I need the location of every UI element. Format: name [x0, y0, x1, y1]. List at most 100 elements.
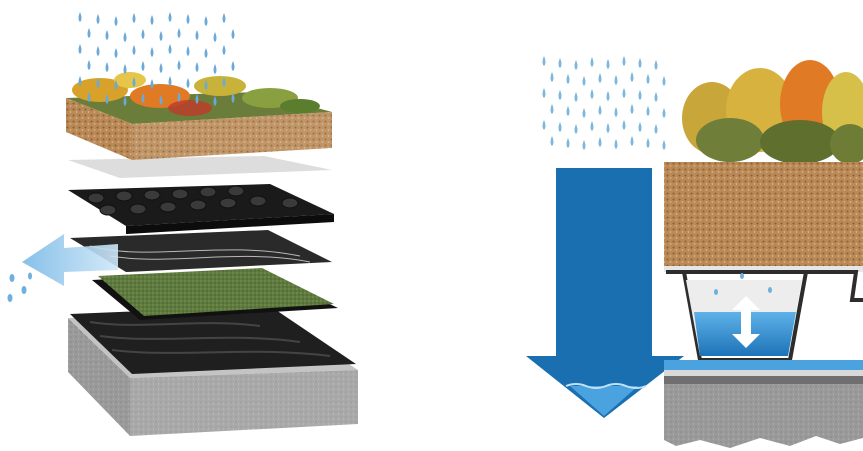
right-cross-section [526, 56, 863, 448]
raindrop [150, 47, 154, 57]
raindrop [159, 63, 163, 73]
raindrop [123, 96, 127, 106]
raindrop [654, 60, 658, 70]
raindrop [590, 89, 594, 99]
raindrop [204, 80, 208, 90]
raindrop [542, 88, 546, 98]
raindrop [646, 106, 650, 116]
raindrop [141, 29, 145, 39]
raindrop [168, 76, 172, 86]
raindrop [542, 120, 546, 130]
substrate [664, 162, 863, 272]
raindrop [646, 138, 650, 148]
raindrop [177, 28, 181, 38]
raindrop [231, 61, 235, 71]
double-arrow-vertical-icon [732, 296, 760, 348]
raindrop [630, 72, 634, 82]
raindrop [574, 92, 578, 102]
raindrop [204, 16, 208, 26]
raindrop [141, 61, 145, 71]
raindrop-icon [78, 12, 235, 106]
raindrop [590, 57, 594, 67]
raindrop [598, 137, 602, 147]
raindrop [582, 108, 586, 118]
raindrop [598, 105, 602, 115]
raindrop [598, 73, 602, 83]
left-exploded-view [7, 12, 358, 436]
concrete-slab [664, 384, 863, 448]
raindrop [574, 124, 578, 134]
raindrop [606, 59, 610, 69]
raindrop [662, 108, 666, 118]
raindrop [114, 48, 118, 58]
raindrop [87, 60, 91, 70]
raindrop [222, 45, 226, 55]
raindrop-icon [542, 56, 666, 150]
splash-drops [7, 272, 32, 302]
raindrop [159, 95, 163, 105]
raindrop [132, 77, 136, 87]
raindrop [614, 75, 618, 85]
raindrop [231, 93, 235, 103]
raindrop [213, 96, 217, 106]
raindrop [582, 76, 586, 86]
raindrop [622, 120, 626, 130]
raindrop [105, 62, 109, 72]
raindrop [114, 80, 118, 90]
drip-drops [714, 273, 772, 295]
raindrop [638, 58, 642, 68]
raindrop [566, 106, 570, 116]
raindrop [550, 136, 554, 146]
raindrop [96, 78, 100, 88]
raindrop [78, 44, 82, 54]
raindrop [132, 45, 136, 55]
raindrop [606, 123, 610, 133]
raindrop [622, 88, 626, 98]
raindrop [646, 74, 650, 84]
filter-fleece [68, 156, 332, 178]
vegetation [682, 60, 863, 164]
vegetation-substrate [66, 72, 332, 160]
raindrop [566, 74, 570, 84]
raindrop [177, 92, 181, 102]
raindrop [550, 104, 554, 114]
raindrop [114, 16, 118, 26]
raindrop [195, 62, 199, 72]
raindrop [105, 94, 109, 104]
raindrop [550, 72, 554, 82]
protection-mat [92, 268, 338, 320]
raindrop [96, 46, 100, 56]
raindrop [195, 94, 199, 104]
arrow-left-icon [22, 234, 118, 286]
raindrop [654, 92, 658, 102]
raindrop [558, 122, 562, 132]
raindrop [78, 12, 82, 22]
raindrop [213, 32, 217, 42]
raindrop [542, 56, 546, 66]
raindrop [141, 93, 145, 103]
raindrop [222, 77, 226, 87]
raindrop [87, 28, 91, 38]
raindrop [614, 107, 618, 117]
raindrop [222, 13, 226, 23]
raindrop [105, 30, 109, 40]
raindrop [168, 44, 172, 54]
raindrop [159, 31, 163, 41]
raindrop [662, 140, 666, 150]
waterproofing-membrane [70, 306, 356, 374]
raindrop [590, 121, 594, 131]
raindrop [662, 76, 666, 86]
raindrop [558, 58, 562, 68]
raindrop [195, 30, 199, 40]
drainage-retention-cup [666, 270, 863, 362]
raindrop [213, 64, 217, 74]
raindrop [150, 15, 154, 25]
raindrop [614, 139, 618, 149]
raindrop [186, 78, 190, 88]
raindrop [638, 122, 642, 132]
raindrop [582, 140, 586, 150]
arrow-down-icon [526, 168, 684, 418]
membrane [664, 360, 863, 384]
raindrop [622, 56, 626, 66]
